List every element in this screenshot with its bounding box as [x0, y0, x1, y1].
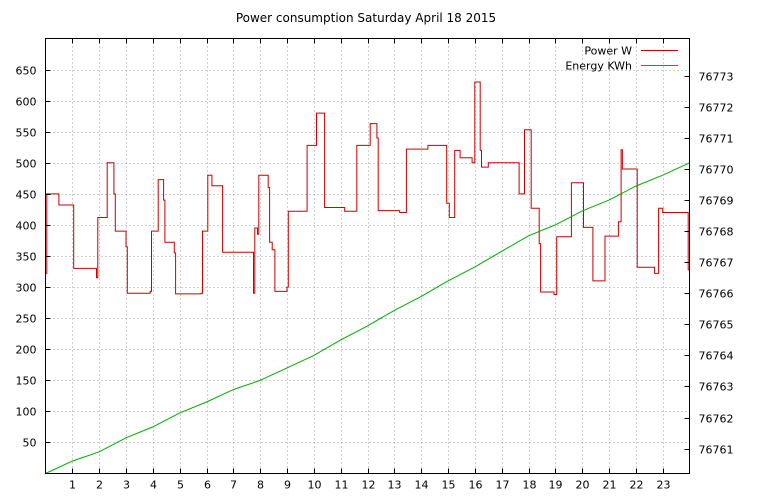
x-tick-label: 22	[630, 479, 644, 492]
series-lines	[45, 81, 690, 474]
x-tick-label: 8	[257, 479, 264, 492]
x-tick-label: 11	[335, 479, 349, 492]
power-w-series-line	[45, 81, 690, 295]
legend-label: Power W	[584, 45, 632, 58]
grid-lines	[45, 38, 690, 474]
y-tick-label-left: 300	[16, 282, 37, 295]
chart-title: Power consumption Saturday April 18 2015	[236, 11, 496, 25]
x-tick-label: 13	[388, 479, 402, 492]
x-tick-label: 23	[657, 479, 671, 492]
y-tick-label-right: 76766	[699, 288, 734, 301]
y-tick-label-left: 200	[16, 344, 37, 357]
y-tick-label-right: 76763	[699, 381, 734, 394]
legend-label: Energy KWh	[565, 60, 632, 73]
y-tick-label-left: 50	[23, 437, 37, 450]
x-tick-label: 12	[362, 479, 376, 492]
y-tick-label-left: 400	[16, 220, 37, 233]
x-tick-label: 10	[308, 479, 322, 492]
y-axis-left-labels: 50 100 150 200 250 300 350 400 450 500 550 600 650	[16, 65, 37, 450]
y-tick-label-right: 76761	[699, 444, 734, 457]
axis-ticks	[45, 38, 690, 474]
y-tick-label-left: 600	[16, 96, 37, 109]
legend: Power W Energy KWh	[565, 45, 678, 73]
x-tick-label: 17	[496, 479, 510, 492]
x-tick-label: 5	[177, 479, 184, 492]
y-tick-label-left: 250	[16, 313, 37, 326]
y-tick-label-left: 650	[16, 65, 37, 78]
y-tick-label-right: 76769	[699, 195, 734, 208]
y-tick-label-right: 76762	[699, 413, 734, 426]
x-tick-label: 9	[284, 479, 291, 492]
y-tick-label-left: 500	[16, 158, 37, 171]
x-tick-label: 18	[523, 479, 537, 492]
x-axis-labels: 1 2 3 4 5 6 7 8 9 10 11 12 13 14 15 16 17 18 19 20 21 22 23	[69, 479, 671, 492]
x-tick-label: 3	[123, 479, 130, 492]
y-tick-label-right: 76765	[699, 319, 734, 332]
y-axis-right-labels: 76761 76762 76763 76764 76765 76766 76767 76768…	[699, 71, 734, 457]
x-tick-label: 7	[230, 479, 237, 492]
y-tick-label-right: 76764	[699, 350, 734, 363]
energy-kwh-series-line	[45, 162, 690, 474]
x-tick-label: 16	[469, 479, 483, 492]
y-tick-label-right: 76770	[699, 164, 734, 177]
y-tick-label-left: 450	[16, 189, 37, 202]
y-tick-label-left: 350	[16, 251, 37, 264]
y-tick-label-left: 150	[16, 375, 37, 388]
y-tick-label-right: 76767	[699, 257, 734, 270]
x-tick-label: 14	[415, 479, 429, 492]
x-tick-label: 15	[442, 479, 456, 492]
x-tick-label: 20	[576, 479, 590, 492]
y-tick-label-left: 550	[16, 127, 37, 140]
x-tick-label: 4	[150, 479, 157, 492]
y-tick-label-right: 76768	[699, 226, 734, 239]
y-tick-label-left: 100	[16, 406, 37, 419]
x-tick-label: 21	[603, 479, 617, 492]
x-tick-label: 2	[96, 479, 103, 492]
x-tick-label: 19	[549, 479, 563, 492]
x-tick-label: 1	[69, 479, 76, 492]
y-tick-label-right: 76773	[699, 71, 734, 84]
y-tick-label-right: 76772	[699, 102, 734, 115]
x-tick-label: 6	[204, 479, 211, 492]
y-tick-label-right: 76771	[699, 133, 734, 146]
